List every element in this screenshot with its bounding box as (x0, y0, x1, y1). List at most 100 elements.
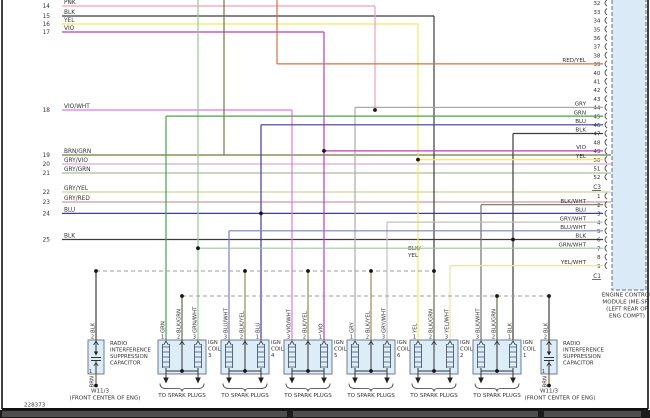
left-row-25-wire-label: BLK (64, 234, 75, 240)
diagram-id-label: 228373 (24, 403, 46, 409)
to-spark-plugs-label: TO SPARK PLUGS (283, 393, 332, 399)
coil-terminal-arrow-icon (352, 340, 358, 346)
left-row-14-wire-label: PNK (64, 0, 76, 6)
ign-coil-1-label: COIL (523, 347, 536, 353)
junction-dot (511, 237, 515, 242)
capacitor-caption: SUPPRESSION (110, 354, 148, 360)
coil-terminal-number: 3 (287, 335, 290, 341)
ecm-box (611, 0, 647, 291)
spark-output-arrow-icon (258, 377, 264, 384)
left-pin-22-number: 22 (43, 190, 51, 196)
cap-arrow-icon (93, 351, 99, 356)
ign-coil-5-label: 5 (334, 353, 337, 359)
coil-terminal-wire-label: BLK/GRN (429, 309, 435, 333)
ecm-pin-contact (604, 60, 608, 68)
coil-terminal-number: 1 (350, 335, 353, 341)
ign-coil-1-label: 1 (523, 353, 526, 359)
ecm-pin-lower-9-wire-label: YEL/WHT (560, 260, 587, 266)
coil-terminal-wire-label: VIO (319, 323, 325, 333)
spark-output-arrow-icon (510, 377, 516, 384)
ecm-connector-c3: C3 (593, 185, 601, 191)
ecm-pin-51-number: 51 (593, 167, 601, 173)
ign-coil-2-label: COIL (460, 347, 473, 353)
ecm-pin-contact (604, 77, 608, 85)
bottom-panel-segment (293, 411, 538, 417)
ecm-pin-contact (604, 42, 608, 51)
left-row-23-wire-label: GRY/RED (64, 196, 90, 202)
capacitor-caption: RADIO (110, 341, 127, 347)
ecm-pin-contact (604, 201, 608, 209)
ign-coil-4-label: COIL (271, 347, 284, 353)
ecm-pin-contact (604, 112, 608, 120)
to-spark-plugs-label: TO SPARK PLUGS (220, 393, 269, 399)
coil-terminal-wire-label: GRY/WHT (382, 307, 388, 333)
ecm-pin-43-number: 43 (593, 97, 601, 103)
ecm-pin-contact (604, 129, 608, 138)
coil-terminal-wire-label: BLU/WHT (224, 307, 230, 333)
coil-terminal-wire-label: BLU (256, 323, 262, 333)
ecm-caption: (LEFT REAR OF (606, 307, 648, 313)
junction-dot (369, 269, 373, 273)
coil-terminal-arrow-icon (510, 340, 516, 346)
coil-terminal-number: 2 (492, 335, 495, 341)
ign-coil-3-label: IGN (208, 340, 218, 346)
spark-output-arrow-icon (384, 377, 390, 384)
junction-dot (259, 211, 263, 216)
coil-terminal-number: 3 (224, 335, 227, 341)
capacitor-caption: SUPPRESSION (563, 354, 601, 360)
spark-output-arrow-icon (352, 377, 358, 384)
ecm-pin-contact (604, 8, 608, 16)
junction-dot (322, 149, 326, 153)
spark-output-arrow-icon (163, 377, 169, 384)
coil-terminal-wire-label: BLK/YEL (303, 311, 309, 333)
cap-top-wire-label: BLK (544, 322, 550, 333)
cap-arrow-icon (546, 351, 552, 356)
coil-terminal-wire-label: BLK (508, 322, 514, 333)
ecm-pin-45-number: 45 (593, 114, 601, 120)
ign-coil-5-label: COIL (334, 347, 347, 353)
spark-brace (159, 383, 205, 392)
junction-dot (416, 157, 420, 162)
ecm-connector-c1: C1 (593, 274, 601, 280)
left-pin-15-number: 15 (43, 14, 51, 20)
spark-brace (285, 383, 331, 392)
left-pin-23-number: 23 (43, 200, 51, 206)
ecm-pin-33-number: 33 (593, 10, 601, 16)
junction-dot (547, 294, 551, 298)
cap-bottom-wire-label: BRN (543, 376, 549, 387)
coil-terminal-arrow-icon (258, 340, 264, 346)
ecm-pin-contact (604, 156, 608, 164)
ecm-pin-contact (604, 103, 608, 111)
spark-brace (411, 383, 457, 392)
bus-wire-label: BLK/ (408, 246, 421, 252)
coil-terminal-number: 3 (476, 335, 479, 341)
left-pin-20-number: 20 (43, 162, 51, 168)
ecm-pin-lower-7-number: 7 (597, 246, 601, 252)
ecm-pin-contact (604, 69, 608, 77)
ecm-pin-49-wire-label: VIO (576, 145, 586, 151)
coil-center-junction-dot (243, 369, 247, 373)
junction-dot (306, 269, 310, 273)
left-pin-16-number: 16 (43, 22, 51, 28)
to-spark-plugs-label: TO SPARK PLUGS (346, 393, 395, 399)
coil-terminal-arrow-icon (226, 340, 232, 346)
ecm-caption: ENG COMPT) (609, 314, 645, 320)
coil-terminal-wire-label: GRN/WHT (193, 306, 199, 333)
junction-dot (180, 294, 184, 298)
left-pin-24-number: 24 (43, 212, 51, 218)
ecm-pin-34-number: 34 (593, 19, 601, 25)
left-row-17-wire-label: VIO (64, 26, 75, 32)
to-spark-plugs-label: TO SPARK PLUGS (409, 393, 458, 399)
ecm-pin-lower-8-number: 8 (597, 255, 601, 261)
ecm-pin-contact (604, 253, 608, 261)
ecm-pin-lower-5-wire-label: BLU/WHT (560, 225, 586, 231)
ground-dot (547, 383, 551, 388)
coil-terminal-arrow-icon (321, 340, 327, 346)
left-pin-17-number: 17 (43, 30, 51, 36)
ecm-pin-50-wire-label: YEL (575, 154, 587, 160)
spark-output-arrow-icon (415, 377, 421, 384)
left-row-19-wire-label: BRN/GRN (64, 149, 91, 155)
capacitor-caption: INTERFERENCE (563, 348, 605, 354)
left-row-24-wire-label: BLU (64, 208, 75, 214)
ecm-pin-37-number: 37 (593, 45, 601, 51)
